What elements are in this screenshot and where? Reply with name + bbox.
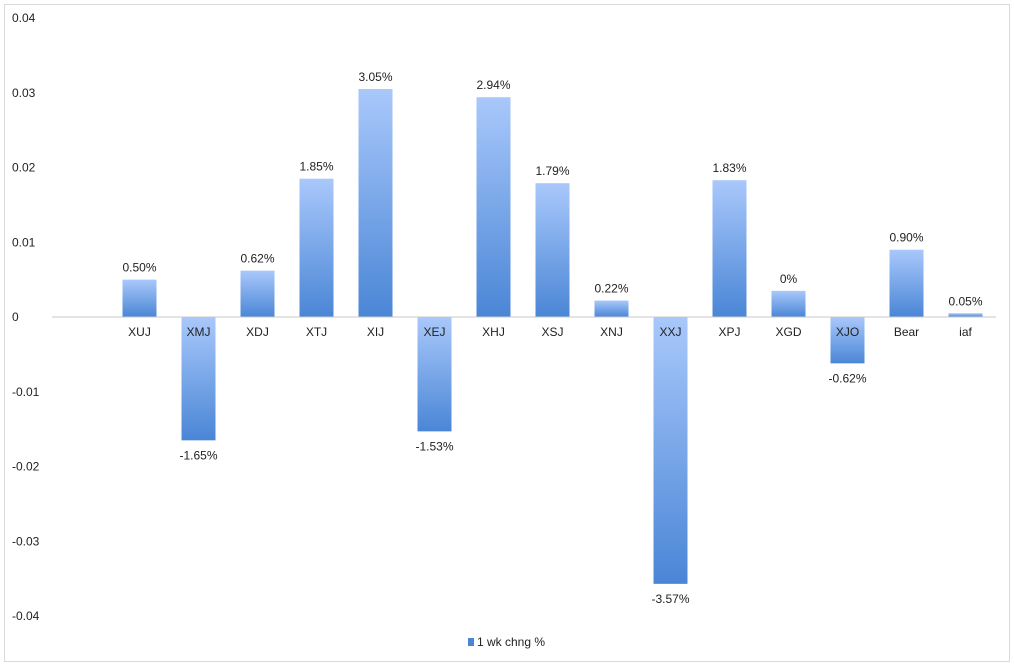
y-tick-label: 0.04	[12, 11, 36, 25]
y-tick-label: 0	[12, 310, 19, 324]
bars	[122, 89, 983, 584]
bar-xtj	[299, 178, 334, 317]
x-category-label: Bear	[894, 325, 919, 339]
bar-xdj	[240, 270, 275, 317]
y-tick-label: 0.01	[12, 235, 36, 249]
y-tick-label: 0.03	[12, 86, 36, 100]
bar-xnj	[594, 300, 629, 317]
data-label: 2.94%	[476, 78, 510, 92]
data-label: 0.62%	[240, 252, 274, 266]
x-category-label: XDJ	[246, 325, 269, 339]
x-category-label: XJO	[836, 325, 859, 339]
data-label: 0%	[780, 272, 798, 286]
data-label: 0.05%	[948, 294, 982, 308]
y-axis-labels: 0.04 0.03 0.02 0.01 0 -0.01 -0.02 -0.03 -0.04	[12, 11, 40, 623]
x-category-label: XHJ	[482, 325, 505, 339]
x-category-label: XGD	[775, 325, 801, 339]
data-labels: 0.50% -1.65% 0.62% 1.85% 3.05% -1.53% 2.94% 1.7…	[122, 70, 982, 606]
y-tick-label: -0.04	[12, 609, 40, 623]
x-category-label: XNJ	[600, 325, 623, 339]
data-label: -1.65%	[179, 448, 217, 462]
data-label: 1.85%	[299, 160, 333, 174]
x-category-label: XUJ	[128, 325, 151, 339]
data-label: 0.22%	[594, 282, 628, 296]
bar-xgd	[771, 290, 806, 317]
x-category-labels: XUJ XMJ XDJ XTJ XIJ XEJ XHJ XSJ XNJ XXJ XPJ XGD XJO B…	[128, 325, 972, 339]
x-category-label: XIJ	[367, 325, 384, 339]
x-category-label: iaf	[959, 325, 972, 339]
y-tick-label: -0.03	[12, 534, 40, 548]
data-label: 3.05%	[358, 70, 392, 84]
data-label: 1.83%	[712, 161, 746, 175]
bar-xxj	[653, 317, 688, 584]
bar-xej	[417, 317, 452, 432]
data-label: -3.57%	[651, 592, 689, 606]
x-category-label: XXJ	[659, 325, 681, 339]
data-label: 0.90%	[889, 231, 923, 245]
x-category-label: XEJ	[423, 325, 445, 339]
data-label: -1.53%	[415, 439, 453, 453]
data-label: 1.79%	[535, 164, 569, 178]
legend-label: 1 wk chng %	[477, 635, 545, 649]
x-category-label: XTJ	[306, 325, 327, 339]
bar-xmj	[181, 317, 216, 441]
y-tick-label: -0.01	[12, 385, 40, 399]
x-category-label: XPJ	[718, 325, 740, 339]
bar-xpj	[712, 180, 747, 317]
bar-bear	[889, 249, 924, 317]
data-label: -0.62%	[828, 371, 866, 385]
bar-xsj	[535, 183, 570, 317]
bar-iaf	[948, 313, 983, 317]
legend: 1 wk chng %	[468, 635, 545, 649]
legend-swatch	[468, 638, 474, 646]
chart-border	[4, 4, 1010, 662]
y-tick-label: -0.02	[12, 460, 40, 474]
y-tick-label: 0.02	[12, 161, 36, 175]
data-label: 0.50%	[122, 261, 156, 275]
x-category-label: XMJ	[187, 325, 211, 339]
bar-xuj	[122, 279, 157, 317]
bar-xjo	[830, 317, 865, 364]
x-category-label: XSJ	[541, 325, 563, 339]
bar-xhj	[476, 97, 511, 317]
bar-xij	[358, 89, 393, 317]
